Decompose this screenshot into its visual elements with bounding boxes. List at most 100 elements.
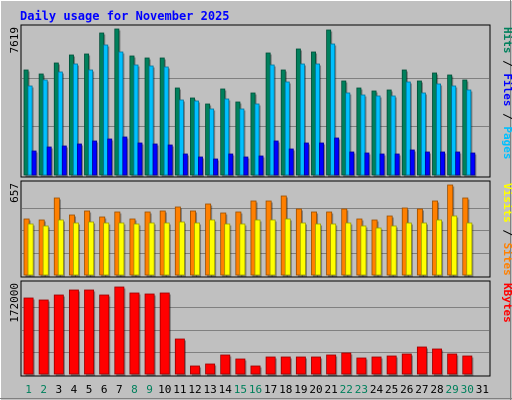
bar-files-day-16 (254, 103, 260, 176)
bar-files-day-7 (118, 51, 124, 176)
bar-files-day-17 (269, 64, 275, 176)
bar-sites-day-22 (345, 222, 352, 276)
day-label-15: 15 (234, 383, 247, 396)
day-label-28: 28 (430, 383, 443, 396)
bar-sites-day-27 (420, 222, 427, 276)
legend-entry: Files (501, 73, 512, 106)
bar-sites-day-5 (88, 221, 95, 276)
bar-hits-day-5 (84, 53, 90, 176)
bar-kbytes-day-10 (159, 292, 170, 375)
bar-files-day-13 (209, 108, 215, 176)
bar-kbytes-day-16 (250, 365, 261, 375)
bar-sites-day-14 (224, 223, 231, 276)
bar-kbytes-day-13 (205, 363, 216, 375)
day-label-17: 17 (264, 383, 277, 396)
day-label-24: 24 (370, 383, 384, 396)
bar-kbytes-day-29 (447, 353, 458, 375)
bar-hits-day-24 (371, 90, 377, 176)
bar-sites-day-24 (375, 227, 382, 276)
day-label-23: 23 (355, 383, 368, 396)
bar-kbytes-day-17 (265, 356, 276, 375)
bar-kbytes-day-8 (129, 292, 140, 375)
bar-files-day-4 (72, 63, 78, 176)
bar-hits-day-9 (144, 57, 150, 176)
panel-kbytes: 172000 KBytes (8, 280, 512, 377)
day-label-2: 2 (40, 383, 47, 396)
bar-sites-day-3 (57, 219, 64, 276)
day-label-31: 31 (476, 383, 489, 396)
bar-pages-day-10 (167, 144, 173, 176)
day-label-1: 1 (25, 383, 32, 396)
bar-sites-day-20 (315, 223, 321, 276)
day-label-10: 10 (158, 383, 171, 396)
bar-pages-day-22 (349, 151, 355, 176)
bar-sites-day-7 (118, 222, 125, 276)
bar-kbytes-day-4 (68, 289, 79, 375)
day-label-6: 6 (101, 383, 108, 396)
legend-separator: / (501, 54, 512, 74)
legend-entry: Sites (501, 243, 512, 276)
bar-hits-day-1 (23, 69, 29, 176)
bar-pages-day-4 (76, 143, 82, 176)
bar-kbytes-day-6 (99, 294, 110, 375)
bar-sites-day-1 (27, 223, 34, 276)
legend-kbytes: KBytes (501, 283, 512, 323)
bar-sites-day-29 (451, 215, 458, 276)
day-label-21: 21 (325, 383, 338, 396)
panel-frame (20, 280, 491, 377)
chart-panels: 7619 Hits / Files / Pages 657 Visits / Site… (8, 24, 512, 377)
bar-files-day-1 (27, 85, 33, 176)
bar-files-day-12 (194, 100, 199, 176)
bar-sites-day-26 (405, 222, 412, 276)
bar-pages-day-1 (31, 150, 37, 176)
bar-files-day-29 (451, 85, 457, 176)
x-axis-day-labels: 1 2 3 4 5 6 7 8 9 10 11 12 13 14 15 16 17 18 19 20 21 22 23 24 2… (25, 383, 489, 396)
bar-hits-day-10 (159, 57, 165, 176)
day-label-30: 30 (461, 383, 474, 396)
day-label-9: 9 (146, 383, 153, 396)
bar-pages-day-18 (288, 148, 294, 176)
bar-kbytes-day-7 (114, 286, 125, 375)
bar-hits-day-6 (99, 32, 105, 176)
day-label-4: 4 (71, 383, 78, 396)
bar-pages-day-14 (228, 153, 234, 176)
bar-hits-day-12 (190, 97, 195, 176)
bar-files-day-11 (178, 99, 184, 176)
bar-files-day-20 (315, 63, 320, 176)
bar-files-day-2 (42, 79, 48, 176)
bar-pages-day-7 (122, 136, 128, 176)
bar-pages-day-20 (319, 142, 324, 176)
bar-sites-day-4 (72, 222, 79, 276)
bar-kbytes-day-11 (174, 338, 185, 375)
bar-pages-day-17 (273, 140, 279, 176)
bar-kbytes-day-25 (386, 355, 397, 375)
bar-kbytes-day-1 (23, 297, 34, 375)
bar-kbytes-day-24 (371, 356, 382, 375)
bar-pages-day-16 (258, 155, 264, 176)
bar-kbytes-day-27 (416, 346, 427, 375)
bar-sites-day-18 (284, 218, 291, 276)
bar-kbytes-day-2 (38, 299, 49, 375)
bar-sites-day-30 (466, 222, 473, 276)
bar-files-day-30 (466, 89, 472, 176)
bar-hits-day-13 (205, 103, 211, 176)
bar-kbytes-day-15 (235, 358, 246, 375)
bar-kbytes-day-28 (432, 348, 443, 375)
day-label-26: 26 (400, 383, 413, 396)
bar-kbytes-day-30 (462, 355, 473, 375)
bar-pages-day-26 (409, 149, 415, 176)
bar-pages-day-24 (379, 153, 385, 176)
day-label-25: 25 (385, 383, 398, 396)
bar-pages-day-25 (394, 153, 400, 176)
bar-kbytes-day-23 (356, 357, 367, 375)
bar-pages-day-12 (198, 156, 203, 176)
bar-sites-day-10 (163, 222, 170, 276)
bar-sites-day-2 (42, 225, 49, 276)
bar-files-day-25 (390, 95, 396, 176)
bar-files-day-15 (239, 108, 245, 176)
legend-entry: Pages (501, 126, 512, 159)
bar-hits-day-25 (386, 89, 392, 176)
bar-pages-day-3 (61, 145, 67, 176)
series-files (27, 43, 473, 177)
bar-sites-day-28 (436, 219, 443, 276)
